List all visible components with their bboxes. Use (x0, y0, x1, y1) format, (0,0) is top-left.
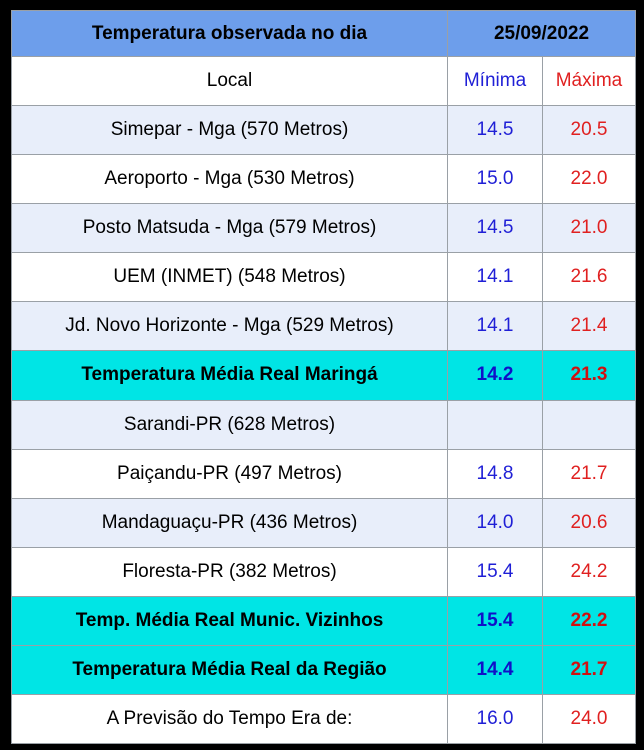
cell-local: Posto Matsuda - Mga (579 Metros) (11, 203, 448, 254)
cell-min: 14.1 (447, 252, 543, 303)
table-row: Jd. Novo Horizonte - Mga (529 Metros) 14.… (11, 301, 636, 352)
table-row: A Previsão do Tempo Era de: 16.0 24.0 (11, 693, 636, 745)
table-row: Mandaguaçu-PR (436 Metros) 14.0 20.6 (11, 497, 636, 548)
cell-min: 14.5 (447, 203, 543, 254)
table-row: UEM (INMET) (548 Metros) 14.1 21.6 (11, 252, 636, 303)
column-header-max: Máxima (542, 56, 636, 107)
cell-max: 21.7 (542, 644, 636, 695)
cell-min: 14.4 (447, 644, 543, 695)
table-row: Aeroporto - Mga (530 Metros) 15.0 22.0 (11, 154, 636, 205)
cell-local: Jd. Novo Horizonte - Mga (529 Metros) (11, 301, 448, 352)
cell-min: 15.4 (447, 546, 543, 597)
cell-max: 24.2 (542, 546, 636, 597)
table-row: Paiçandu-PR (497 Metros) 14.8 21.7 (11, 448, 636, 499)
temperature-table: Temperatura observada no dia 25/09/2022 … (11, 9, 636, 745)
cell-max: 21.7 (542, 448, 636, 499)
cell-max: 22.2 (542, 595, 636, 646)
cell-max: 21.3 (542, 350, 636, 401)
cell-min: 14.1 (447, 301, 543, 352)
cell-min: 14.2 (447, 350, 543, 401)
cell-min: 16.0 (447, 693, 543, 745)
cell-local: Sarandi-PR (628 Metros) (11, 399, 448, 450)
cell-local: Simepar - Mga (570 Metros) (11, 105, 448, 156)
cell-local: Temperatura Média Real da Região (11, 644, 448, 695)
cell-local: Temperatura Média Real Maringá (11, 350, 448, 401)
column-header-local: Local (11, 56, 448, 107)
cell-min: 14.5 (447, 105, 543, 156)
column-header-min: Mínima (447, 56, 543, 107)
table-header-row: Temperatura observada no dia 25/09/2022 (11, 9, 636, 58)
cell-max: 24.0 (542, 693, 636, 745)
average-row: Temp. Média Real Munic. Vizinhos 15.4 22.2 (11, 595, 636, 646)
average-row: Temperatura Média Real da Região 14.4 21.7 (11, 644, 636, 695)
cell-min: 15.4 (447, 595, 543, 646)
cell-max: 21.6 (542, 252, 636, 303)
cell-local: Paiçandu-PR (497 Metros) (11, 448, 448, 499)
table-row: Posto Matsuda - Mga (579 Metros) 14.5 21.0 (11, 203, 636, 254)
cell-max (542, 399, 636, 450)
cell-local: UEM (INMET) (548 Metros) (11, 252, 448, 303)
table-title: Temperatura observada no dia (11, 9, 448, 58)
cell-local: Temp. Média Real Munic. Vizinhos (11, 595, 448, 646)
column-header-row: Local Mínima Máxima (11, 56, 636, 107)
cell-local: A Previsão do Tempo Era de: (11, 693, 448, 745)
cell-min: 14.0 (447, 497, 543, 548)
cell-min: 15.0 (447, 154, 543, 205)
table-row: Floresta-PR (382 Metros) 15.4 24.2 (11, 546, 636, 597)
cell-local: Floresta-PR (382 Metros) (11, 546, 448, 597)
cell-local: Mandaguaçu-PR (436 Metros) (11, 497, 448, 548)
cell-max: 22.0 (542, 154, 636, 205)
cell-local: Aeroporto - Mga (530 Metros) (11, 154, 448, 205)
table-row: Simepar - Mga (570 Metros) 14.5 20.5 (11, 105, 636, 156)
cell-min (447, 399, 543, 450)
table-row: Sarandi-PR (628 Metros) (11, 399, 636, 450)
cell-max: 20.6 (542, 497, 636, 548)
cell-min: 14.8 (447, 448, 543, 499)
cell-max: 20.5 (542, 105, 636, 156)
observation-date: 25/09/2022 (447, 9, 636, 58)
average-row: Temperatura Média Real Maringá 14.2 21.3 (11, 350, 636, 401)
cell-max: 21.4 (542, 301, 636, 352)
cell-max: 21.0 (542, 203, 636, 254)
